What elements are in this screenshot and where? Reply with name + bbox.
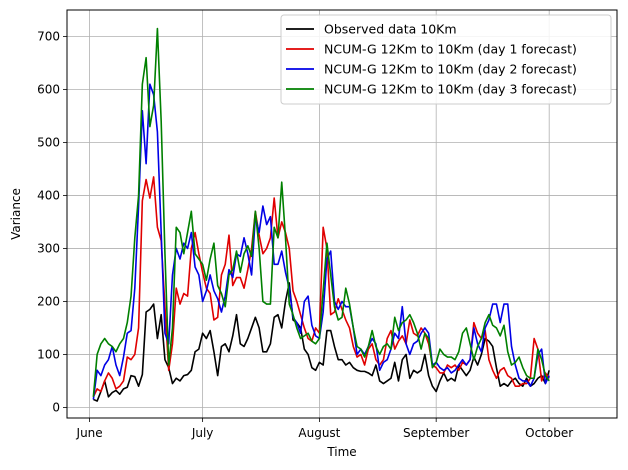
x-tick-label: June bbox=[76, 426, 103, 440]
y-axis-label: Variance bbox=[9, 188, 23, 240]
y-axis: 0 100 200 300 400 500 600 700 bbox=[37, 29, 67, 414]
y-tick-label: 0 bbox=[52, 400, 60, 414]
y-tick-label: 300 bbox=[37, 241, 60, 255]
y-tick-label: 400 bbox=[37, 188, 60, 202]
legend-entry: NCUM-G 12Km to 10Km (day 3 forecast) bbox=[324, 82, 577, 97]
x-tick-label: July bbox=[191, 426, 214, 440]
x-tick-label: October bbox=[525, 426, 573, 440]
legend-entry: Observed data 10Km bbox=[324, 22, 457, 37]
y-tick-label: 600 bbox=[37, 82, 60, 96]
y-tick-label: 200 bbox=[37, 294, 60, 308]
series-line-4 bbox=[92, 27, 550, 397]
y-tick-label: 100 bbox=[37, 347, 60, 361]
y-tick-label: 700 bbox=[37, 29, 60, 43]
legend-entry: NCUM-G 12Km to 10Km (day 2 forecast) bbox=[324, 62, 577, 77]
series-line-3 bbox=[92, 83, 550, 400]
legend-entry: NCUM-G 12Km to 10Km (day 1 forecast) bbox=[324, 42, 577, 57]
x-axis-label: Time bbox=[326, 445, 356, 459]
y-tick-label: 500 bbox=[37, 135, 60, 149]
x-axis: June July August September October bbox=[76, 418, 573, 440]
x-tick-label: September bbox=[403, 426, 469, 440]
legend-frame bbox=[280, 14, 612, 105]
series-layer bbox=[92, 27, 550, 402]
plot-area-frame bbox=[66, 9, 618, 419]
x-tick-label: August bbox=[298, 426, 340, 440]
legend: Observed data 10Km NCUM-G 12Km to 10Km (d… bbox=[280, 14, 612, 105]
